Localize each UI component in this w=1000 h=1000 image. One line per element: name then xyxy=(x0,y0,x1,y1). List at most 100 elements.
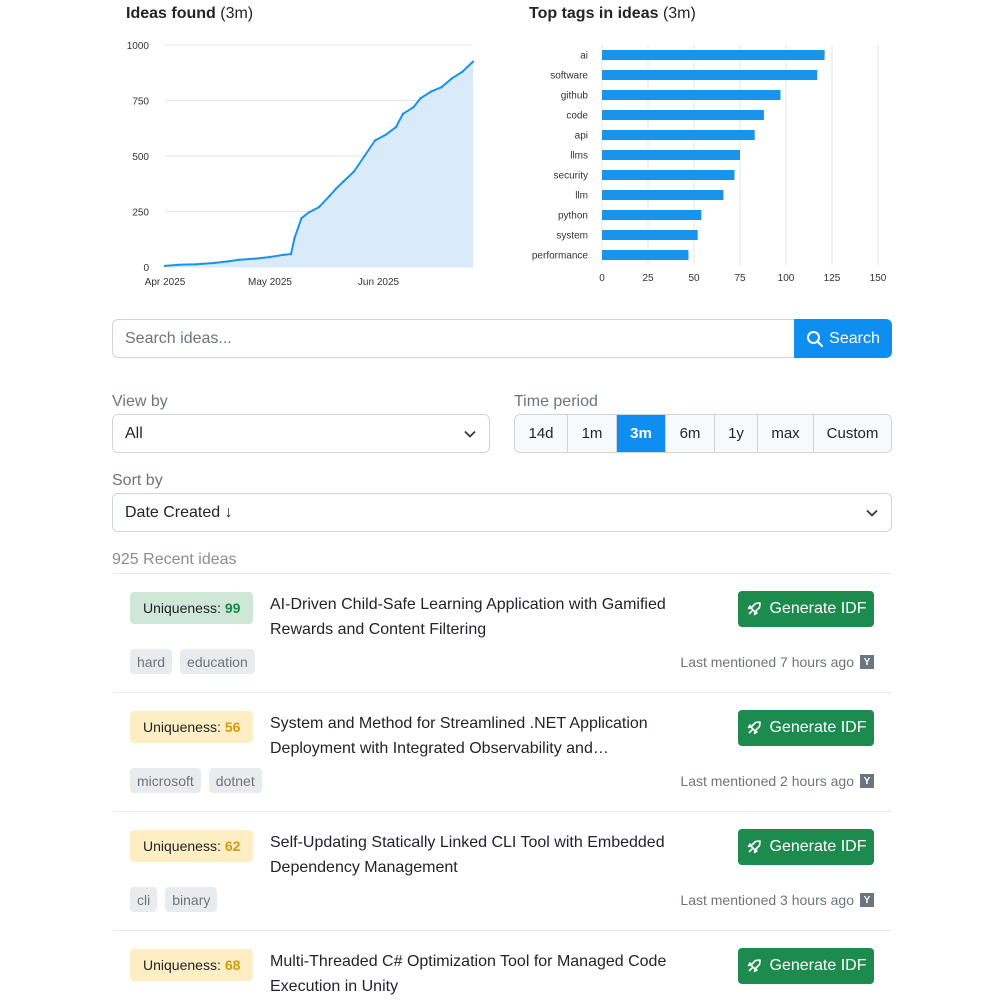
view-by-select[interactable]: All xyxy=(112,414,490,453)
generate-idf-label: Generate IDF xyxy=(769,719,867,736)
uniqueness-label: Uniqueness: xyxy=(143,600,221,616)
search-input[interactable] xyxy=(112,319,794,358)
generate-idf-button[interactable]: Generate IDF xyxy=(738,829,874,865)
ideas-point xyxy=(254,257,258,260)
generate-idf-label: Generate IDF xyxy=(769,957,867,974)
uniqueness-score: 68 xyxy=(224,957,241,973)
tag-bar-github xyxy=(602,90,781,100)
ideas-found-chart-title: Ideas found (3m) xyxy=(126,5,253,23)
x-tick-label: 125 xyxy=(824,273,841,284)
ideas-point xyxy=(471,60,475,63)
idea-card: Uniqueness: 62 Self-Updating Statically … xyxy=(114,811,892,930)
ideas-point xyxy=(384,133,387,137)
idea-title[interactable]: Self-Updating Statically Linked CLI Tool… xyxy=(270,834,665,876)
tag[interactable]: education xyxy=(180,649,255,674)
generate-idf-button[interactable]: Generate IDF xyxy=(738,710,874,746)
ideas-point xyxy=(268,255,272,259)
tag-bar-system xyxy=(602,230,698,240)
x-tick-label: 100 xyxy=(778,273,795,284)
idea-card: Uniqueness: 68 Multi-Threaded C# Optimiz… xyxy=(114,930,892,1000)
tag-bar-performance xyxy=(602,250,689,260)
x-tick-label: May 2025 xyxy=(248,277,292,288)
sort-by-select[interactable]: Date Created ↓ xyxy=(112,493,892,532)
ideas-point xyxy=(307,211,310,214)
idea-title[interactable]: AI-Driven Child-Safe Learning Applicatio… xyxy=(270,596,666,638)
period-1m-button[interactable]: 1m xyxy=(568,415,617,452)
time-period-label: Time period xyxy=(514,393,598,410)
y-tick-label: 750 xyxy=(132,97,149,108)
ideas-point xyxy=(450,77,454,80)
search-button[interactable]: Search xyxy=(794,319,892,358)
hacker-news-icon[interactable]: Y xyxy=(860,655,874,669)
last-mentioned-text: Last mentioned 7 hours ago xyxy=(680,654,854,670)
tag[interactable]: cli xyxy=(130,887,158,912)
period-6m-button[interactable]: 6m xyxy=(666,415,715,452)
ideas-point xyxy=(394,125,398,129)
ideas-point xyxy=(440,85,443,89)
x-tick-label: 25 xyxy=(642,273,654,284)
top-tags-bar-chart: 0 25 50 75 100 125 150 ai software github code api l… xyxy=(532,45,887,284)
tag[interactable]: hard xyxy=(130,649,173,674)
ideas-point xyxy=(317,205,321,209)
category-label: github xyxy=(561,91,589,102)
generate-idf-label: Generate IDF xyxy=(769,838,867,855)
tag-bar-code xyxy=(602,110,764,120)
rocket-icon xyxy=(747,602,761,616)
tag[interactable]: microsoft xyxy=(130,768,201,793)
x-tick-label: 0 xyxy=(599,273,605,284)
tag[interactable]: dotnet xyxy=(208,768,262,793)
ideas-point xyxy=(342,180,345,183)
uniqueness-score: 99 xyxy=(224,600,241,616)
ideas-point xyxy=(282,253,286,256)
ideas-point xyxy=(237,258,240,262)
hacker-news-icon[interactable]: Y xyxy=(860,893,874,907)
uniqueness-label: Uniqueness: xyxy=(143,838,221,854)
idea-title[interactable]: Multi-Threaded C# Optimization Tool for … xyxy=(270,953,667,995)
ideas-found-title-text: Ideas found xyxy=(126,5,216,22)
ideas-point xyxy=(177,263,181,266)
category-label: llm xyxy=(575,191,588,202)
hacker-news-icon[interactable]: Y xyxy=(860,774,874,788)
generate-idf-button[interactable]: Generate IDF xyxy=(738,591,874,627)
ideas-point xyxy=(461,70,464,73)
x-tick-label: Apr 2025 xyxy=(145,277,186,288)
category-label: ai xyxy=(580,51,588,62)
category-label: code xyxy=(566,111,588,122)
ideas-point xyxy=(412,105,415,109)
x-tick-label: 150 xyxy=(870,273,887,284)
uniqueness-badge: Uniqueness: 62 xyxy=(130,830,254,862)
period-max-button[interactable]: max xyxy=(758,415,814,452)
ideas-point xyxy=(212,261,216,265)
tag[interactable]: binary xyxy=(165,887,218,912)
y-tick-label: 0 xyxy=(143,263,149,274)
rocket-icon xyxy=(747,959,761,973)
idea-tags: cli binary xyxy=(130,887,218,912)
chevron-down-icon xyxy=(464,430,476,438)
last-mentioned-text: Last mentioned 2 hours ago xyxy=(680,773,854,789)
top-tags-title-text: Top tags in ideas xyxy=(529,5,659,22)
uniqueness-badge: Uniqueness: 56 xyxy=(130,711,254,743)
tag-bar-security xyxy=(602,170,735,180)
ideas-area-fill xyxy=(165,61,473,267)
last-mentioned-text: Last mentioned 3 hours ago xyxy=(680,892,854,908)
uniqueness-score: 56 xyxy=(224,719,241,735)
uniqueness-label: Uniqueness: xyxy=(143,957,221,973)
category-label: llms xyxy=(570,151,588,162)
generate-idf-button[interactable]: Generate IDF xyxy=(738,948,874,984)
idea-title[interactable]: System and Method for Streamlined .NET A… xyxy=(270,715,648,757)
ideas-point xyxy=(195,263,198,266)
period-custom-button[interactable]: Custom xyxy=(814,415,891,452)
last-mentioned: Last mentioned 3 hours ago Y xyxy=(680,892,874,908)
idea-card: Uniqueness: 56 System and Method for Str… xyxy=(114,692,892,811)
tag-bar-llm xyxy=(602,190,724,200)
period-1y-button[interactable]: 1y xyxy=(715,415,758,452)
uniqueness-badge: Uniqueness: 68 xyxy=(130,949,254,981)
y-tick-label: 500 xyxy=(132,152,149,163)
ideas-point xyxy=(335,186,338,190)
category-label: performance xyxy=(532,251,589,262)
period-3m-button[interactable]: 3m xyxy=(617,415,666,452)
period-14d-button[interactable]: 14d xyxy=(515,415,568,452)
x-tick-label: 50 xyxy=(688,273,700,284)
category-label: security xyxy=(554,171,588,182)
tag-bar-llms xyxy=(602,150,740,160)
